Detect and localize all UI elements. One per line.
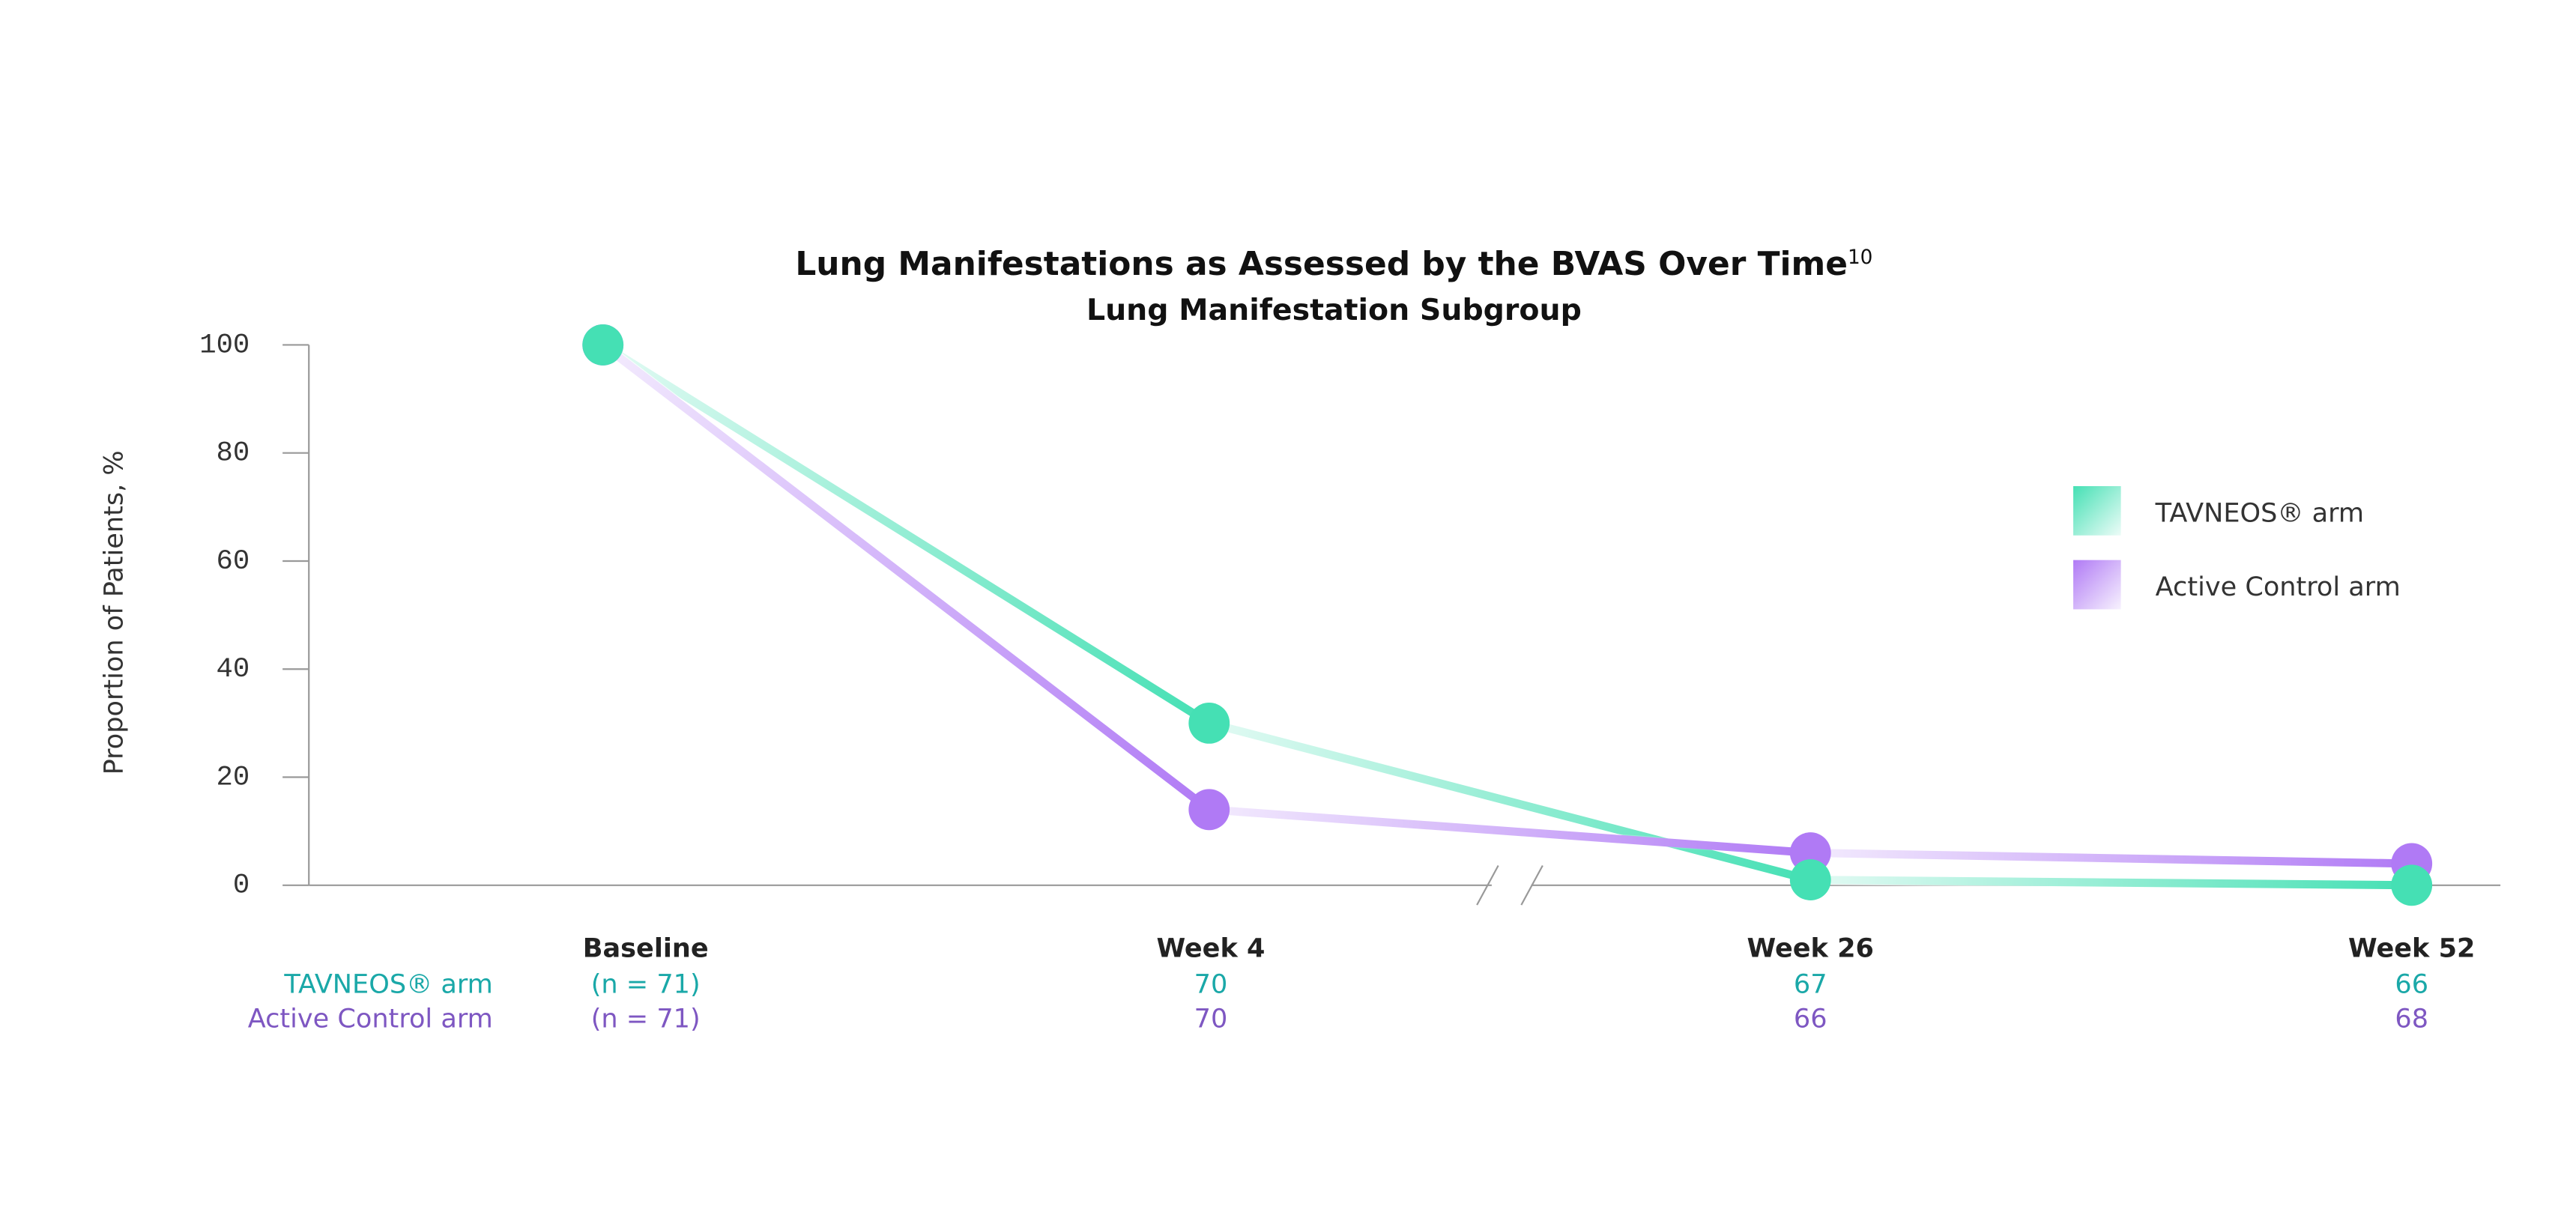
legend-swatch <box>2073 560 2121 610</box>
line-fade <box>1209 804 1811 858</box>
table-cell: (n = 71) <box>591 969 701 1000</box>
y-tick-label: 100 <box>199 330 250 361</box>
x-tick-label: Week 52 <box>2348 933 2475 963</box>
table-cell: 68 <box>2395 1004 2428 1034</box>
data-point <box>582 324 624 366</box>
chart-title: Lung Manifestations as Assessed by the B… <box>795 245 1872 283</box>
title-superscript: 10 <box>1848 246 1872 269</box>
y-tick-label: 40 <box>217 654 250 685</box>
table-cell: 70 <box>1194 969 1228 1000</box>
data-point <box>1188 702 1230 744</box>
line-fade <box>600 340 1212 727</box>
axis-break <box>1476 864 1499 906</box>
x-tick-label: Week 26 <box>1747 933 1874 963</box>
data-point <box>2391 864 2433 906</box>
chart-subtitle: Lung Manifestation Subgroup <box>1086 293 1582 327</box>
y-axis-label: Proportion of Patients, % <box>99 450 130 775</box>
legend-swatch <box>2073 485 2121 536</box>
data-point <box>1188 789 1230 831</box>
line-fade <box>1810 847 2412 869</box>
series-line <box>600 342 2412 868</box>
axis-break-gap <box>1491 873 1532 897</box>
axis-break <box>1520 864 1544 906</box>
table-cell: 66 <box>1794 1004 1827 1034</box>
table-cell: 70 <box>1194 1004 1228 1034</box>
x-tick-label: Week 4 <box>1156 933 1265 963</box>
line-fade <box>599 341 1212 814</box>
table-cell: 66 <box>2395 969 2428 1000</box>
table-row-label: TAVNEOS® arm <box>283 969 492 1000</box>
table-cell: 67 <box>1794 969 1827 1000</box>
x-tick-label: Baseline <box>583 933 709 963</box>
y-tick-label: 20 <box>217 762 250 793</box>
y-tick-label: 0 <box>233 870 250 902</box>
y-tick-label: 80 <box>217 438 250 470</box>
y-tick-label: 60 <box>217 546 250 578</box>
legend-label: TAVNEOS® arm <box>2155 497 2364 528</box>
line-fade <box>1810 875 2412 891</box>
data-point <box>1789 859 1831 900</box>
legend-label: Active Control arm <box>2156 572 2401 602</box>
table-cell: (n = 71) <box>591 1004 701 1034</box>
line-fade <box>1208 718 1812 885</box>
table-row-label: Active Control arm <box>248 1004 493 1034</box>
title-text: Lung Manifestations as Assessed by the B… <box>795 245 1848 283</box>
